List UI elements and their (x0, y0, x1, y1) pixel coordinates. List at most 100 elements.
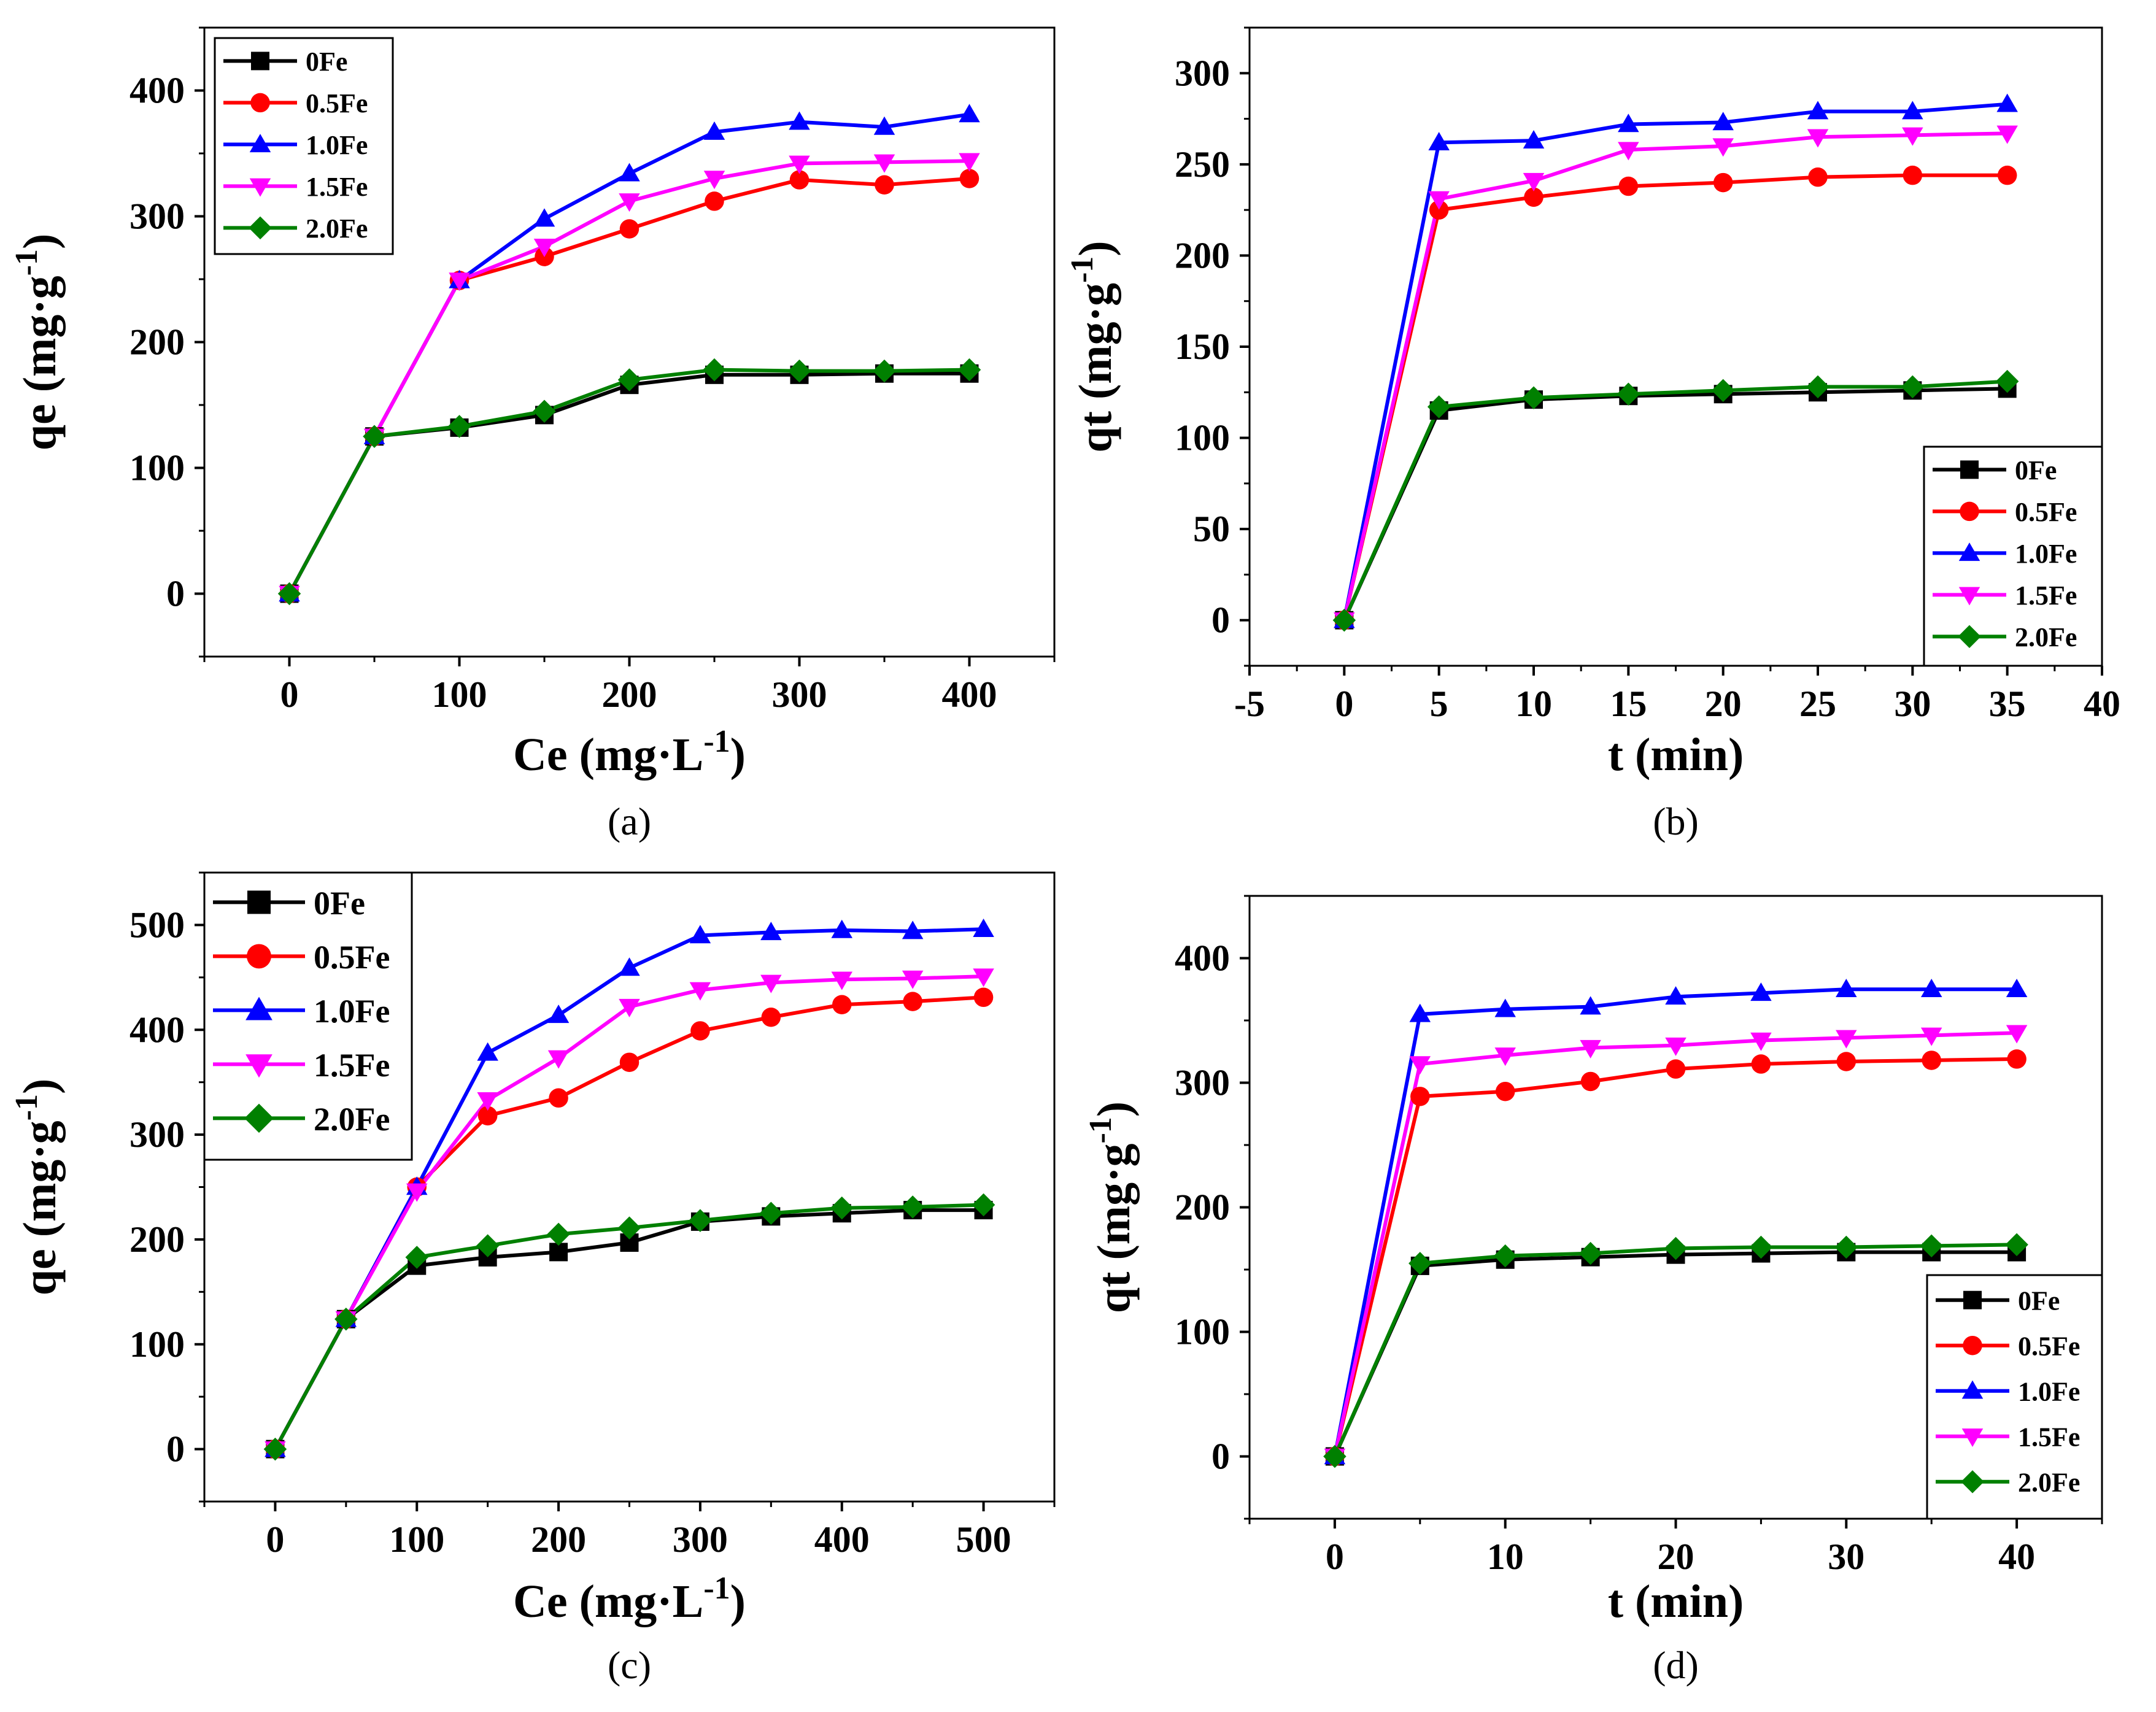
chart-panel-b: -5 0 5 10 15 20 25 30 35 40 0 50 100 150 200 250 300 t (m… (1065, 26, 2120, 843)
x-axis-label: t (min) (1608, 729, 1744, 781)
data-point-2-0Fe (617, 1216, 641, 1240)
data-point-0-5Fe (761, 1008, 781, 1027)
x-tick-label: 20 (1705, 684, 1742, 724)
x-tick-label: 15 (1610, 684, 1647, 724)
legend-marker-0Fe (1963, 1290, 1982, 1309)
panel-caption: (d) (1653, 1643, 1699, 1687)
x-tick-label: -5 (1234, 684, 1265, 724)
legend-marker-2-0Fe (244, 1103, 274, 1133)
data-point-2-0Fe (1834, 1235, 1858, 1259)
legend-label-0Fe: 0Fe (2018, 1286, 2060, 1316)
data-point-2-0Fe (1617, 382, 1640, 406)
data-point-0-5Fe (973, 987, 994, 1008)
x-tick-label: 300 (772, 674, 827, 715)
data-point-0-5Fe (1903, 165, 1923, 185)
data-point-1-5Fe (1665, 1037, 1687, 1056)
y-tick-label: 250 (1175, 144, 1230, 185)
data-point-1-5Fe (959, 153, 980, 172)
legend-label-1-0Fe: 1.0Fe (306, 130, 368, 160)
legend-marker-0-5Fe (250, 93, 270, 113)
y-tick-label: 0 (166, 574, 185, 614)
y-tick-label: 150 (1175, 326, 1230, 367)
data-point-0-5Fe (1429, 200, 1449, 220)
data-point-1-0Fe (619, 957, 640, 976)
y-tick-label: 400 (129, 1009, 185, 1050)
y-tick-label: 200 (1175, 1187, 1230, 1228)
x-tick-label: 200 (531, 1519, 586, 1560)
data-point-1-0Fe (1807, 101, 1829, 120)
data-point-0-5Fe (1666, 1059, 1686, 1079)
data-point-2-0Fe (1711, 379, 1735, 403)
y-tick-label: 0 (166, 1429, 185, 1470)
x-tick-label: 500 (956, 1519, 1011, 1560)
y-tick-label: 100 (129, 448, 185, 488)
data-point-2-0Fe (447, 415, 471, 438)
legend-marker-1-5Fe (1958, 587, 1980, 606)
data-point-1-5Fe (1409, 1056, 1431, 1075)
x-tick-label: 10 (1487, 1537, 1524, 1577)
data-point-1-5Fe (449, 272, 470, 291)
data-point-2-0Fe (1427, 395, 1451, 418)
data-point-1-0Fe (1428, 131, 1450, 150)
data-point-1-5Fe (873, 154, 895, 173)
data-point-1-5Fe (1580, 1039, 1601, 1058)
y-axis-label: qe (mg·g-1) (9, 234, 66, 451)
legend-label-2-0Fe: 2.0Fe (306, 214, 368, 244)
data-point-2-0Fe (1920, 1234, 1943, 1258)
x-axis-label: Ce (mg·L-1) (513, 1571, 746, 1627)
legend-label-1-0Fe: 1.0Fe (314, 993, 390, 1030)
panel-caption: (a) (608, 800, 651, 843)
data-point-1-0Fe (1712, 112, 1734, 131)
x-tick-label: 0 (1326, 1537, 1344, 1577)
data-point-0-5Fe (1836, 1052, 1857, 1071)
data-point-0Fe (549, 1243, 568, 1262)
data-point-1-0Fe (619, 163, 640, 182)
data-point-2-0Fe (547, 1222, 570, 1246)
data-point-1-5Fe (1920, 1027, 1942, 1046)
data-point-0-5Fe (1997, 165, 2017, 185)
data-point-1-5Fe (703, 171, 725, 190)
data-point-2-0Fe (277, 582, 301, 606)
data-point-1-0Fe (973, 919, 994, 937)
data-point-1-0Fe (1836, 979, 1857, 997)
data-point-0-5Fe (2007, 1049, 2027, 1069)
legend-marker-2-0Fe (249, 216, 272, 240)
y-axis-label: qe (mg·g-1) (9, 1079, 66, 1296)
series-line-0-5Fe (1342, 173, 2007, 621)
data-point-0-5Fe (789, 170, 809, 190)
data-point-1-0Fe (1920, 979, 1942, 997)
data-point-2-0Fe (689, 1209, 712, 1232)
data-point-1-0Fe (1902, 101, 1923, 120)
y-tick-label: 200 (129, 322, 185, 363)
data-point-1-0Fe (533, 208, 555, 227)
legend-box (1926, 1274, 2103, 1520)
data-point-2-0Fe (1901, 375, 1925, 399)
legend-label-1-0Fe: 1.0Fe (2015, 539, 2077, 569)
panel-caption: (c) (608, 1643, 651, 1687)
data-point-0-5Fe (903, 992, 922, 1011)
data-point-2-0Fe (1408, 1252, 1432, 1275)
x-tick-label: 100 (389, 1519, 444, 1560)
legend-label-0-5Fe: 0.5Fe (314, 939, 390, 976)
data-point-1-0Fe (789, 111, 810, 130)
data-point-1-5Fe (1807, 129, 1829, 148)
data-point-1-5Fe (1618, 142, 1639, 161)
data-point-2-0Fe (363, 425, 386, 448)
legend-label-1-5Fe: 1.5Fe (2018, 1422, 2080, 1452)
data-point-1-5Fe (902, 970, 924, 989)
y-tick-label: 300 (129, 1114, 185, 1155)
data-point-1-5Fe (619, 998, 640, 1017)
data-point-2-0Fe (405, 1246, 428, 1269)
x-tick-label: 40 (2084, 684, 2120, 724)
data-point-2-0Fe (1749, 1235, 1773, 1259)
x-tick-label: 25 (1799, 684, 1836, 724)
data-point-0-5Fe (832, 995, 852, 1014)
data-point-1-5Fe (477, 1092, 498, 1111)
data-point-2-0Fe (972, 1193, 995, 1217)
y-tick-label: 0 (1211, 1436, 1230, 1477)
data-point-2-0Fe (1332, 608, 1356, 632)
data-point-2-0Fe (830, 1196, 854, 1220)
data-point-1-0Fe (547, 1004, 570, 1024)
data-point-1-0Fe (831, 919, 852, 938)
